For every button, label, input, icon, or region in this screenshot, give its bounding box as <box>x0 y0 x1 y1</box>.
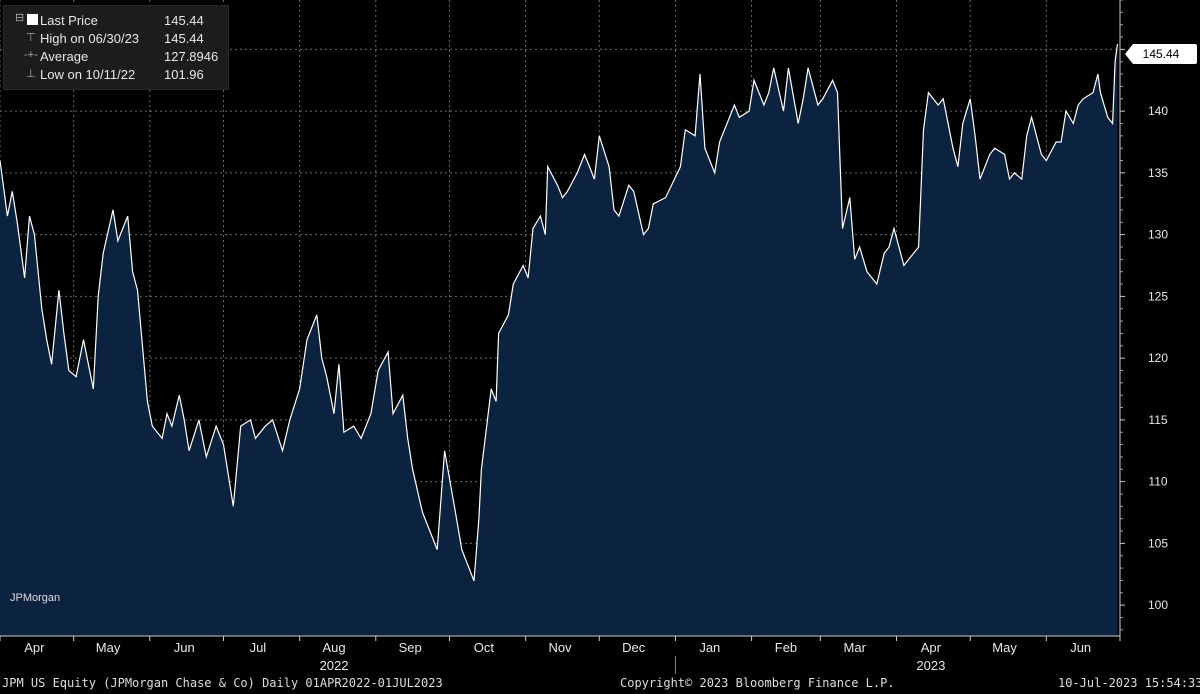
legend-average-value: 127.8946 <box>164 49 219 64</box>
legend-low-label: Low on 10/11/22 <box>40 67 136 82</box>
chart-legend: ⊟ Last Price 145.44 ⊤ High on 06/30/23 1… <box>3 5 229 90</box>
legend-low-value: 101.96 <box>164 67 204 82</box>
y-tick-label: 125 <box>1148 289 1168 303</box>
high-marker-icon: ⊤ <box>26 32 36 44</box>
x-tick-label: Nov <box>548 640 572 655</box>
x-year-label: 2023 <box>916 658 945 673</box>
legend-last-price-label: Last Price <box>40 13 98 28</box>
legend-last-price-value: 145.44 <box>164 13 204 28</box>
footer-security-info: JPM US Equity (JPMorgan Chase & Co) Dail… <box>2 676 443 690</box>
company-watermark: JPMorgan <box>10 592 61 604</box>
x-tick-label: Jan <box>699 640 720 655</box>
y-tick-label: 100 <box>1148 598 1168 612</box>
y-tick-label: 105 <box>1148 536 1168 550</box>
x-tick-label: Aug <box>322 640 345 655</box>
legend-average-label: Average <box>40 49 89 64</box>
x-tick-label: Jul <box>250 640 267 655</box>
legend-high-value: 145.44 <box>164 31 204 46</box>
x-tick-label: May <box>96 640 121 655</box>
x-tick-label: Apr <box>921 640 942 655</box>
average-marker-icon: -+- <box>24 49 38 61</box>
y-tick-label: 135 <box>1148 166 1168 180</box>
low-marker-icon: ⊥ <box>26 68 36 80</box>
x-tick-label: Oct <box>474 640 495 655</box>
collapse-icon[interactable]: ⊟ <box>15 12 25 24</box>
x-tick-label: May <box>992 640 1017 655</box>
x-tick-label: Dec <box>622 640 646 655</box>
y-tick-label: 120 <box>1148 351 1168 365</box>
price-area-fill <box>0 44 1118 636</box>
x-tick-label: Sep <box>399 640 422 655</box>
x-tick-label: Jun <box>1070 640 1091 655</box>
footer-timestamp: 10-Jul-2023 15:54:33 <box>1058 676 1200 690</box>
price-line <box>0 43 1119 582</box>
last-price-swatch <box>27 14 38 25</box>
x-axis: Apr May Jun Jul Aug Sep Oct Nov Dec Jan Feb Mar Apr M… <box>0 635 1121 674</box>
y-axis: 100105110115120125130135140145 <box>1119 0 1168 636</box>
y-tick-label: 140 <box>1148 104 1168 118</box>
x-tick-label: Jun <box>174 640 195 655</box>
last-price-tag: 145.44 <box>1125 44 1197 64</box>
x-year-label: 2022 <box>320 658 349 673</box>
y-tick-label: 115 <box>1148 413 1167 427</box>
legend-high-label: High on 06/30/23 <box>40 31 140 46</box>
y-tick-label: 110 <box>1148 475 1167 489</box>
x-tick-label: Feb <box>775 640 797 655</box>
x-tick-label: Mar <box>844 640 867 655</box>
y-tick-label: 130 <box>1148 228 1168 242</box>
footer-copyright: Copyright© 2023 Bloomberg Finance L.P. <box>620 676 895 690</box>
x-tick-label: Apr <box>24 640 45 655</box>
